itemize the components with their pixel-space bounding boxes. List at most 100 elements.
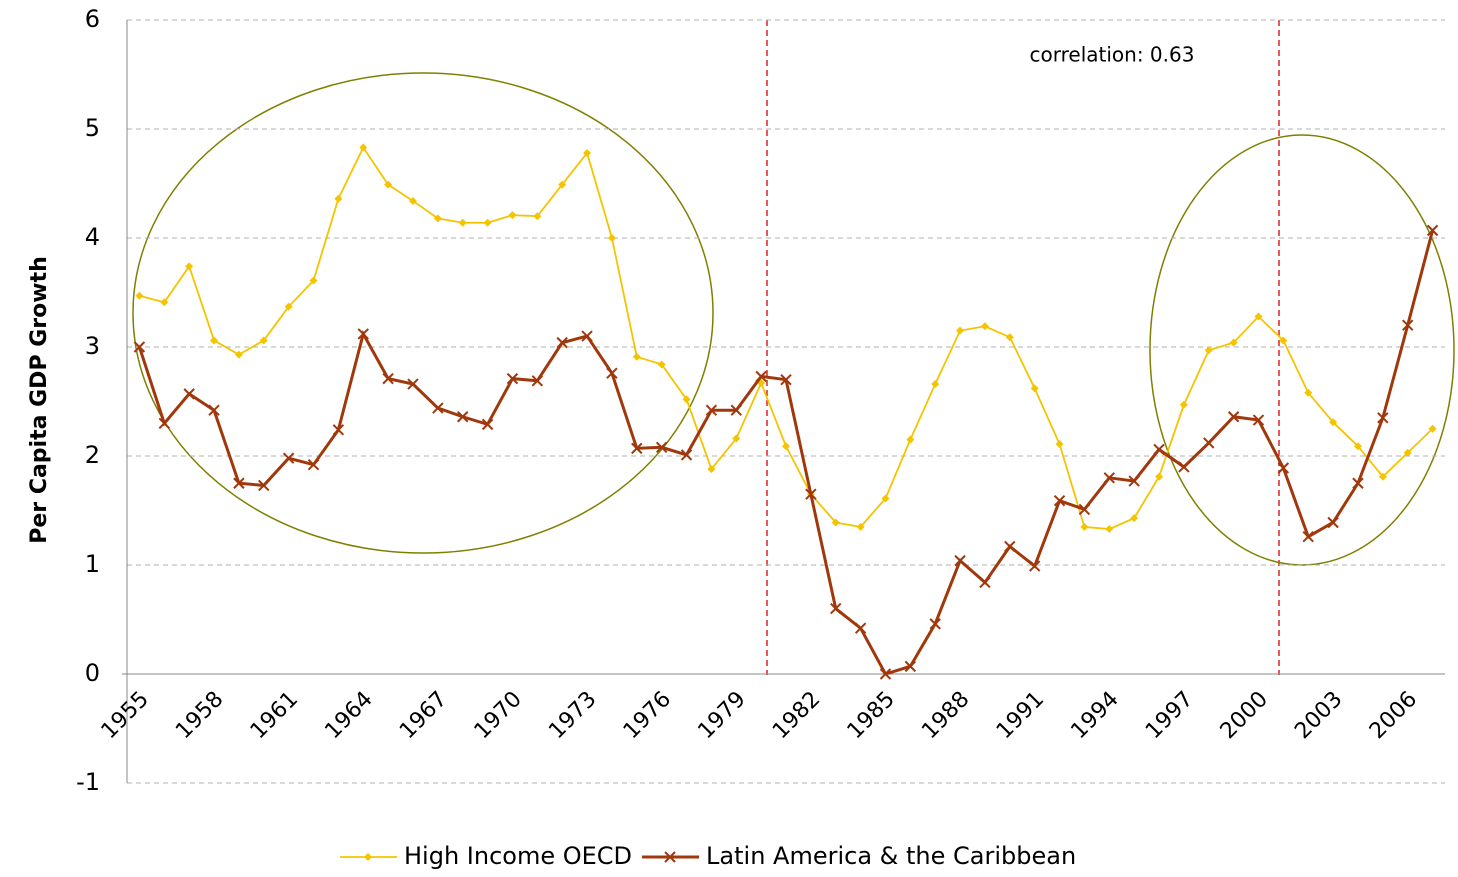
marker <box>1254 312 1263 321</box>
x-tick-label: 2006 <box>1365 687 1422 744</box>
marker <box>133 341 146 353</box>
marker <box>1103 472 1115 484</box>
marker <box>831 518 840 527</box>
marker <box>1329 418 1338 427</box>
marker <box>1378 472 1387 481</box>
marker <box>1204 346 1213 355</box>
marker <box>682 395 691 404</box>
marker <box>309 276 318 285</box>
marker <box>581 330 593 342</box>
marker <box>234 350 243 359</box>
marker <box>1279 336 1288 345</box>
marker <box>382 372 394 385</box>
marker <box>583 148 592 157</box>
marker <box>1030 384 1039 393</box>
marker <box>483 218 492 227</box>
marker <box>732 434 741 443</box>
marker <box>1203 437 1215 449</box>
marker <box>357 328 369 340</box>
x-tick-label: 1991 <box>992 687 1049 744</box>
marker <box>332 424 345 436</box>
series-line <box>138 229 1435 676</box>
x-tick-label: 1970 <box>470 687 527 744</box>
marker <box>1229 338 1238 347</box>
marker <box>655 441 668 453</box>
x-tick-label: 1994 <box>1066 687 1123 744</box>
x-tick-label: 1961 <box>246 687 303 744</box>
x-tick-label: 1955 <box>97 687 154 744</box>
x-tick-label: 1973 <box>544 687 601 744</box>
x-tick-label: 2003 <box>1290 687 1347 744</box>
marker <box>432 402 444 414</box>
x-tick-label: 1964 <box>320 687 377 744</box>
marker <box>1403 448 1412 457</box>
marker <box>1227 411 1240 423</box>
x-tick-label: 1967 <box>395 687 452 744</box>
marker <box>705 404 718 416</box>
marker <box>1178 461 1190 473</box>
marker <box>1053 494 1066 507</box>
marker <box>1353 442 1362 451</box>
marker <box>730 404 742 416</box>
marker <box>282 452 295 464</box>
x-tick-label: 1979 <box>693 687 750 744</box>
marker <box>384 180 393 189</box>
marker <box>307 459 320 471</box>
marker <box>707 465 716 474</box>
marker <box>1302 530 1314 543</box>
y-tick-label: 1 <box>85 550 100 578</box>
marker <box>956 326 965 335</box>
legend-marker <box>364 853 372 861</box>
legend-label: Latin America & the Caribbean <box>706 842 1076 870</box>
marker <box>606 367 618 379</box>
marker <box>954 554 966 567</box>
highlight-ellipse <box>132 72 714 554</box>
marker <box>1252 414 1265 426</box>
marker <box>906 435 915 444</box>
marker <box>1327 516 1339 529</box>
x-tick-label: 1982 <box>768 687 825 744</box>
marker <box>979 576 991 589</box>
marker <box>1377 412 1389 424</box>
x-tick-label: 1985 <box>843 687 900 744</box>
marker <box>1304 388 1313 397</box>
marker <box>1155 472 1164 481</box>
marker <box>1004 540 1016 553</box>
highlight-ellipse <box>1149 134 1455 566</box>
series-line <box>139 145 1434 530</box>
legend: High Income OECD Latin America & the Cari… <box>340 842 1076 870</box>
marker <box>1078 503 1091 516</box>
marker <box>1128 475 1140 487</box>
y-tick-label: -1 <box>76 768 100 796</box>
marker <box>904 660 917 673</box>
marker <box>980 322 989 331</box>
y-tick-label: 0 <box>85 659 100 687</box>
marker <box>1179 400 1188 409</box>
marker <box>929 618 941 630</box>
y-tick-label: 5 <box>85 114 100 142</box>
y-tick-label: 2 <box>85 441 100 469</box>
marker <box>259 336 268 345</box>
marker <box>457 411 469 423</box>
marker <box>631 442 643 455</box>
marker <box>1105 525 1114 534</box>
y-tick-label: 3 <box>85 332 100 360</box>
marker <box>805 488 817 500</box>
x-tick-label: 1988 <box>917 687 974 744</box>
marker <box>1401 319 1414 331</box>
marker <box>1428 424 1437 433</box>
series <box>133 224 1439 680</box>
marker <box>856 522 865 531</box>
marker <box>680 449 693 461</box>
marker <box>1426 224 1439 237</box>
marker <box>506 372 519 385</box>
marker <box>183 388 195 400</box>
y-axis-label: Per Capita GDP Growth <box>27 256 52 543</box>
marker <box>854 622 867 634</box>
marker <box>1080 522 1089 531</box>
x-tick-label: 1958 <box>171 687 228 744</box>
marker <box>782 442 790 451</box>
marker <box>359 143 368 152</box>
